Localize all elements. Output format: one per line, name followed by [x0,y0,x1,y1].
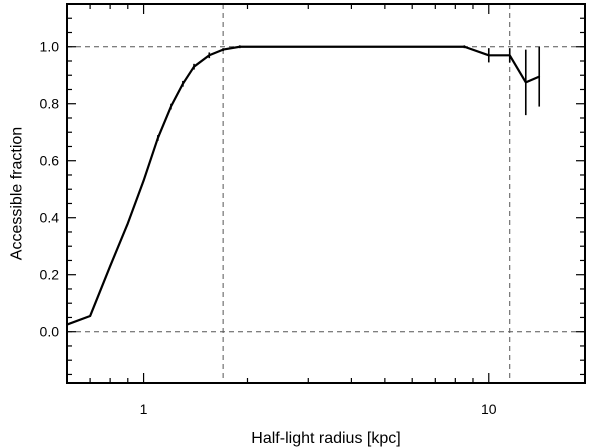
tick-labels: 0.0 0.2 0.4 0.6 0.8 1.0 1 10 [40,39,497,417]
data-point [142,179,145,182]
y-tick-label: 1.0 [40,39,60,55]
data-point [89,315,91,317]
data-point [109,265,111,267]
x-axis-label: Half-light radius [kpc] [251,430,400,447]
y-tick-label: 0.6 [40,153,60,169]
data-point [280,45,282,48]
data-point [126,222,129,225]
y-tick-label: 0.4 [40,210,60,226]
y-tick-label: 0.2 [40,267,60,283]
x-tick-label: 1 [140,401,148,417]
y-tick-label: 0.8 [40,96,60,112]
data-point [254,45,256,48]
series-layer [66,45,541,326]
data-point [307,45,310,48]
series-line-0 [66,45,540,326]
y-tick-label: 0.0 [40,324,60,340]
axis-ticks [66,3,585,383]
data-point [350,45,353,48]
y-axis-label: Accessible fraction [9,127,26,260]
plot-frame [66,3,586,384]
x-tick-label: 10 [481,401,497,417]
data-point [411,45,413,48]
reference-lines [67,4,585,383]
